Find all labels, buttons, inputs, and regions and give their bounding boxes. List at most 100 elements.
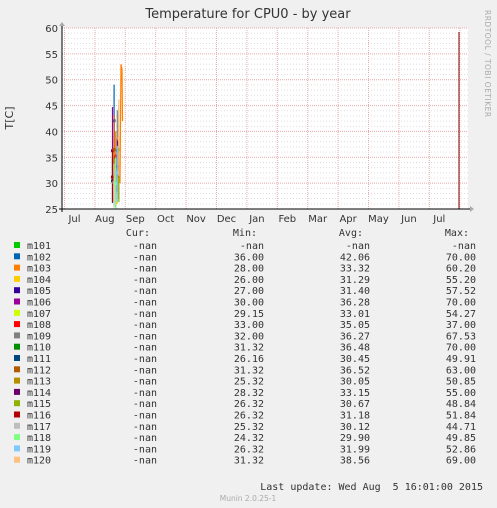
legend-swatch [14,411,20,418]
data-lines [111,32,460,209]
legend-avg: 33.01 [340,309,370,320]
x-tick-label: May [368,214,389,225]
series-point [115,171,119,175]
series-spike [119,64,124,184]
legend-row: m104 -nan 26.00 31.29 55.20 [14,275,476,286]
legend-max: 70.00 [446,252,476,263]
legend-row: m120 -nan 31.32 38.56 69.00 [14,456,476,467]
legend-max: 57.52 [446,286,476,297]
legend-cur: -nan [133,354,157,365]
legend-min: 26.00 [234,275,264,286]
legend-cur: -nan [133,298,157,309]
legend-max: 48.84 [446,399,476,410]
y-tick-label: 60 [45,24,58,35]
x-tick-label: Jan [248,214,264,225]
legend-min: 28.00 [234,264,264,275]
y-tick-label: 25 [45,205,58,216]
legend-max: 52.86 [446,444,476,455]
legend-row: m118 -nan 24.32 29.90 49.85 [14,433,476,444]
legend-name: m109 [27,331,51,342]
series-trace-m119 [115,145,119,203]
series-point [117,137,121,141]
legend-name: m104 [27,275,51,286]
legend-max: 49.91 [446,354,476,365]
legend-swatch [14,253,20,260]
legend-max: 60.20 [446,264,476,275]
legend-cur: -nan [133,252,157,263]
legend-min: 33.00 [234,320,264,331]
vertical-grid [64,28,461,209]
legend-max: 44.71 [446,422,476,433]
legend-cur: -nan [133,388,157,399]
legend-swatch [14,456,20,463]
legend-avg: -nan [346,241,370,252]
legend-cur: -nan [133,275,157,286]
legend-swatch [14,434,20,441]
legend-cur: -nan [133,286,157,297]
legend-max: 70.00 [446,343,476,354]
x-axis-arrow [470,206,474,212]
legend-min: 32.00 [234,331,264,342]
legend-min: 31.32 [234,365,264,376]
x-tick-label: Mar [308,214,328,225]
legend-swatch [14,343,20,350]
legend-avg: 31.99 [340,444,370,455]
legend-name: m107 [27,309,51,320]
legend-row: m102 -nan 36.00 42.06 70.00 [14,252,476,263]
legend-name: m108 [27,320,51,331]
legend-swatch [14,309,20,316]
header-max: Max: [445,228,469,239]
legend-name: m106 [27,298,51,309]
legend-swatch [14,388,20,395]
legend-min: 29.15 [234,309,264,320]
legend-name: m112 [27,365,51,376]
series-point [111,175,114,179]
x-tick-label: Jul [67,214,80,225]
y-tick-label: 55 [45,50,58,61]
legend-cur: -nan [133,320,157,331]
legend-cur: -nan [133,331,157,342]
legend-max: 69.00 [446,456,476,467]
legend-cur: -nan [133,411,157,422]
legend-swatch [14,355,20,361]
legend-cur: -nan [133,456,157,467]
header-cur: Cur: [126,228,150,239]
legend-row: m117 -nan 25.32 30.12 44.71 [14,422,476,433]
header-avg: Avg: [339,228,363,239]
legend-name: m117 [27,422,51,433]
rrdtool-watermark: RRDTOOL / TOBI OETIKER [483,10,492,118]
legend-cur: -nan [133,309,157,320]
legend-row: m109 -nan 32.00 36.27 67.53 [14,331,476,342]
legend-row: m105 -nan 27.00 31.40 57.52 [14,286,476,297]
legend-avg: 30.45 [340,354,370,365]
x-tick-label: Sep [126,214,145,225]
legend-swatch [14,377,20,384]
y-tick-labels: 25 30 35 40 45 50 55 60 [45,24,58,216]
legend-row: m119 -nan 26.32 31.99 52.86 [14,444,476,455]
x-tick-label: Jul [432,214,445,225]
legend-swatch [14,332,20,339]
legend-row: m106 -nan 30.00 36.28 70.00 [14,298,476,309]
legend-max: -nan [452,241,476,252]
legend-swatch [14,445,20,452]
y-tick-label: 30 [45,179,58,190]
legend-name: m102 [27,252,51,263]
legend-name: m115 [27,399,51,410]
munin-version: Munin 2.0.25-1 [220,494,277,503]
y-axis-arrow [59,22,65,26]
legend-row: m101 -nan -nan -nan -nan [14,241,476,252]
series-trace-m116 [111,150,114,203]
legend-max: 55.20 [446,275,476,286]
legend-cur: -nan [133,365,157,376]
legend-name: m113 [27,377,51,388]
x-tick-labels: Jul Aug Sep Oct Nov Dec Jan Feb Mar Apr May Jun Jul [67,214,445,225]
legend-name: m105 [27,286,51,297]
legend-min: -nan [240,241,264,252]
legend-avg: 30.12 [340,422,370,433]
legend-max: 51.84 [446,411,476,422]
legend-min: 24.32 [234,433,264,444]
legend-name: m101 [27,241,51,252]
